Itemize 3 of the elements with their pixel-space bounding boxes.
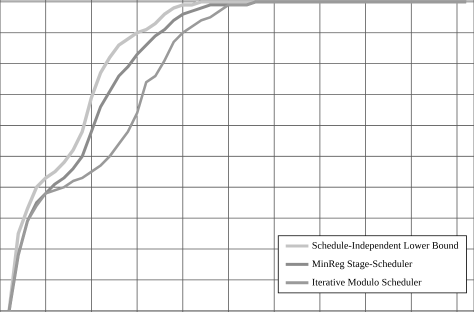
legend-label: Schedule-Independent Lower Bound (312, 242, 458, 251)
legend-label: Iterative Modulo Scheduler (312, 278, 422, 286)
legend-label: MinReg Stage-Scheduler (312, 260, 412, 270)
